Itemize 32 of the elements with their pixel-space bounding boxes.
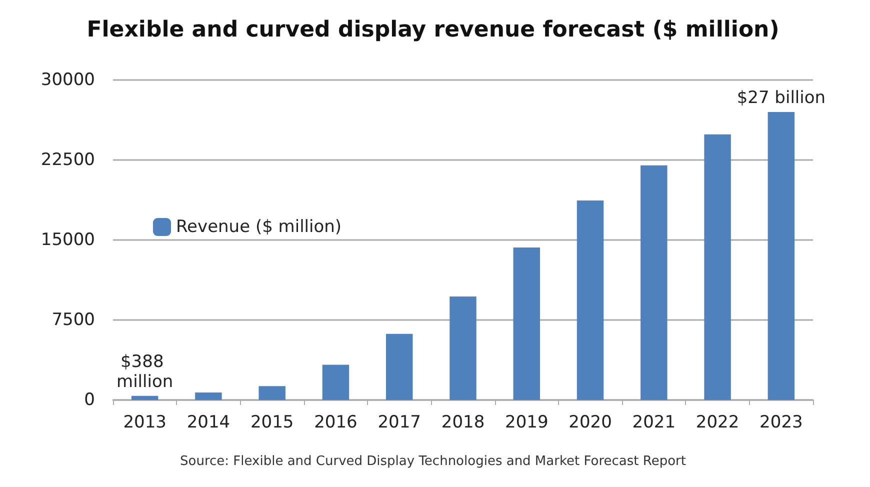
bar xyxy=(386,334,413,400)
x-tick-label: 2015 xyxy=(250,412,294,432)
y-tick-label: 30000 xyxy=(40,70,95,90)
y-tick-label: 22500 xyxy=(40,150,95,170)
bar xyxy=(576,200,604,400)
annotation: $27 billion xyxy=(736,88,826,108)
y-tick-label: 15000 xyxy=(40,230,95,250)
y-tick-label: 0 xyxy=(84,390,95,410)
bar xyxy=(450,296,476,400)
x-tick-label: 2020 xyxy=(568,412,612,432)
source-note: Source: Flexible and Curved Display Technologies and Market Forecast Report xyxy=(180,454,686,469)
bar xyxy=(131,396,158,400)
x-tick-label: 2013 xyxy=(123,412,166,432)
bar xyxy=(258,386,286,400)
bar xyxy=(768,112,795,400)
x-tick-label: 2023 xyxy=(760,412,803,432)
bar xyxy=(195,392,222,400)
x-tick-label: 2019 xyxy=(505,412,548,432)
bar xyxy=(322,364,350,400)
x-tick-label: 2021 xyxy=(632,412,676,432)
annotation: $388 million xyxy=(116,352,174,392)
x-tick-label: 2016 xyxy=(314,412,358,432)
y-tick-label: 7500 xyxy=(52,310,95,330)
x-tick-label: 2018 xyxy=(441,412,485,432)
bar xyxy=(640,165,668,400)
x-tick-label: 2022 xyxy=(696,412,740,432)
bar xyxy=(513,247,540,400)
chart-title: Flexible and curved display revenue forecast ($ million) xyxy=(86,18,780,42)
x-tick-label: 2014 xyxy=(186,412,230,432)
legend-label: Revenue ($ million) xyxy=(176,217,342,237)
bar xyxy=(704,134,731,400)
x-tick-label: 2017 xyxy=(378,412,421,432)
